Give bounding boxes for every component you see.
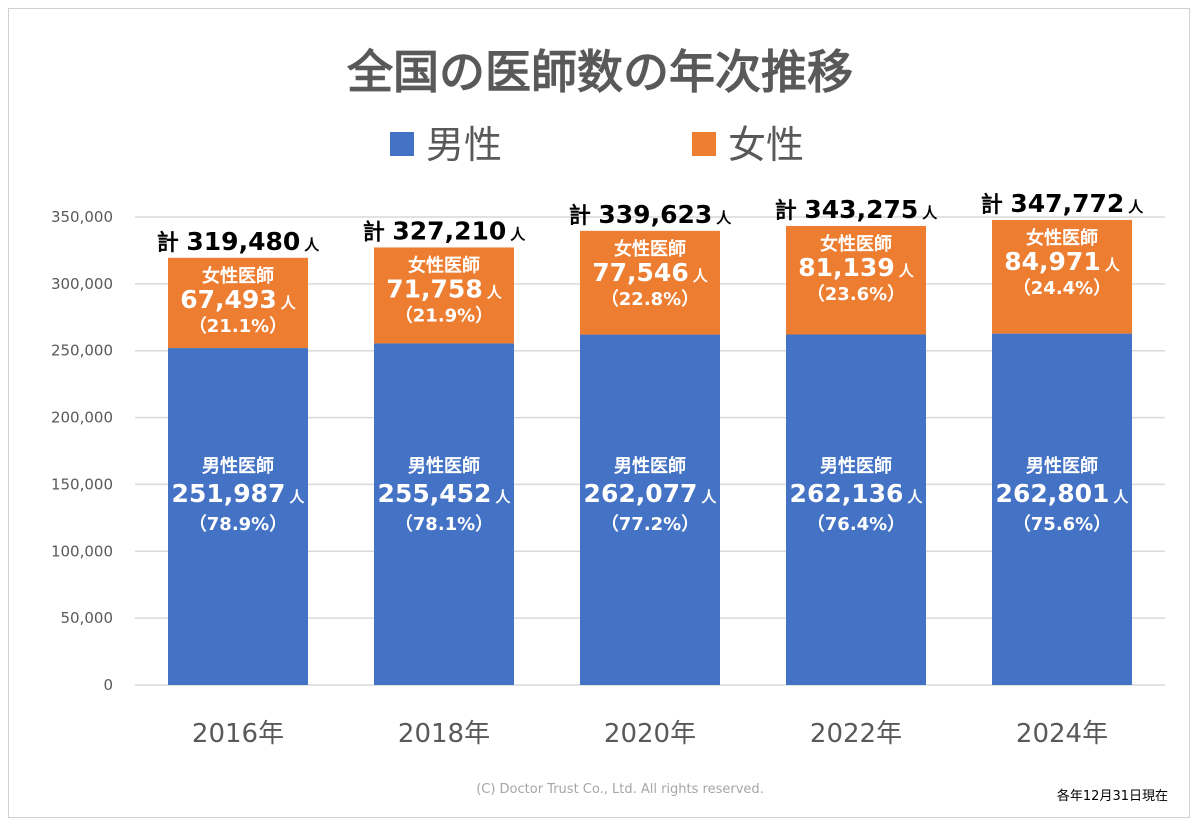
male-percent-label: （75.6%） bbox=[1013, 514, 1111, 535]
male-percent-label: （77.2%） bbox=[601, 514, 699, 535]
male-segment-label: 男性医師 bbox=[1026, 455, 1098, 477]
legend-label-female: 女性 bbox=[728, 123, 804, 167]
male-percent-label: （76.4%） bbox=[807, 514, 905, 535]
legend-swatch-male bbox=[390, 132, 414, 156]
legend-label-male: 男性 bbox=[426, 123, 502, 167]
chart-frame bbox=[8, 8, 1190, 818]
male-segment-label: 男性医師 bbox=[408, 455, 480, 477]
y-tick-label: 50,000 bbox=[61, 609, 114, 627]
female-percent-label: （22.8%） bbox=[601, 289, 699, 310]
x-tick-label: 2018年 bbox=[398, 719, 490, 749]
female-segment-label: 女性医師 bbox=[1026, 227, 1098, 249]
y-tick-label: 200,000 bbox=[51, 409, 113, 427]
male-value-label: 262,077 人 bbox=[584, 479, 718, 508]
female-percent-label: （21.9%） bbox=[395, 305, 493, 326]
x-tick-label: 2022年 bbox=[810, 719, 902, 749]
male-percent-label: （78.9%） bbox=[189, 514, 287, 535]
male-percent-label: （78.1%） bbox=[395, 514, 493, 535]
bar-female bbox=[374, 247, 514, 344]
female-segment-label: 女性医師 bbox=[202, 265, 274, 287]
bar-male bbox=[374, 343, 514, 685]
total-label: 計 319,480 人 bbox=[157, 227, 321, 256]
y-tick-label: 300,000 bbox=[51, 275, 113, 293]
bar-male bbox=[580, 334, 720, 685]
total-label: 計 339,623 人 bbox=[569, 200, 733, 229]
female-value-label: 81,139 人 bbox=[798, 253, 914, 282]
female-value-label: 84,971 人 bbox=[1004, 247, 1120, 276]
female-segment-label: 女性医師 bbox=[820, 233, 892, 255]
date-note: 各年12月31日現在 bbox=[1057, 788, 1168, 804]
copyright-text: (C) Doctor Trust Co., Ltd. All rights re… bbox=[476, 782, 764, 797]
total-label: 計 347,772 人 bbox=[981, 189, 1145, 218]
y-tick-label: 100,000 bbox=[51, 542, 113, 560]
female-value-label: 71,758 人 bbox=[386, 274, 502, 303]
female-percent-label: （23.6%） bbox=[807, 284, 905, 305]
bar-female bbox=[580, 230, 720, 335]
male-value-label: 262,801 人 bbox=[996, 479, 1130, 508]
x-tick-label: 2020年 bbox=[604, 719, 696, 749]
female-value-label: 67,493 人 bbox=[180, 285, 296, 314]
y-tick-label: 150,000 bbox=[51, 475, 113, 493]
male-value-label: 251,987 人 bbox=[172, 479, 306, 508]
bar-female bbox=[786, 225, 926, 335]
male-segment-label: 男性医師 bbox=[614, 455, 686, 477]
female-segment-label: 女性医師 bbox=[408, 254, 480, 276]
y-tick-label: 250,000 bbox=[51, 342, 113, 360]
chart-title: 全国の医師数の年次推移 bbox=[346, 45, 853, 99]
female-value-label: 77,546 人 bbox=[592, 258, 708, 287]
legend-swatch-female bbox=[692, 132, 716, 156]
total-label: 計 343,275 人 bbox=[775, 195, 939, 224]
male-segment-label: 男性医師 bbox=[820, 455, 892, 477]
male-segment-label: 男性医師 bbox=[202, 455, 274, 477]
y-tick-label: 0 bbox=[103, 676, 113, 694]
bar-male bbox=[786, 334, 926, 685]
female-percent-label: （24.4%） bbox=[1013, 278, 1111, 299]
bar-female bbox=[992, 219, 1132, 334]
female-percent-label: （21.1%） bbox=[189, 316, 287, 337]
bar-male bbox=[168, 348, 308, 685]
female-segment-label: 女性医師 bbox=[614, 238, 686, 260]
bar-female bbox=[168, 257, 308, 349]
x-tick-label: 2024年 bbox=[1016, 719, 1108, 749]
x-tick-label: 2016年 bbox=[192, 719, 284, 749]
male-value-label: 262,136 人 bbox=[790, 479, 924, 508]
total-label: 計 327,210 人 bbox=[363, 216, 527, 245]
y-tick-label: 350,000 bbox=[51, 208, 113, 226]
legend: 男性 女性 bbox=[390, 123, 804, 167]
bar-male bbox=[992, 333, 1132, 685]
male-value-label: 255,452 人 bbox=[378, 479, 512, 508]
